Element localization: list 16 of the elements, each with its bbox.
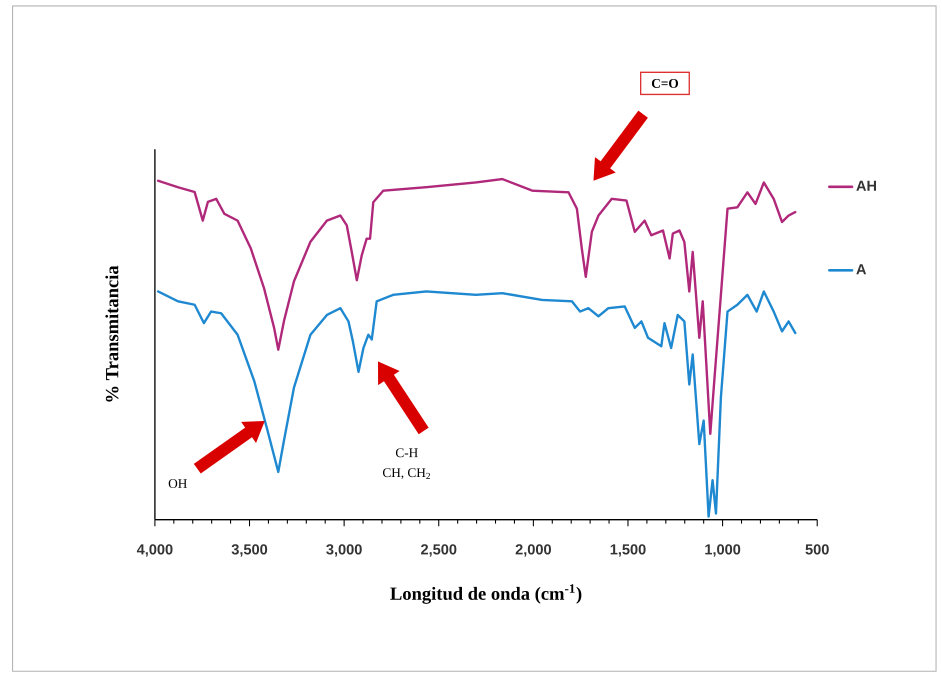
x-tick-label: 4,000 xyxy=(136,544,173,557)
x-tick-label: 2,000 xyxy=(516,544,551,557)
text: C=O xyxy=(652,78,678,88)
x-axis-title: Longitud de onda (cm$^{-1}$) xyxy=(390,584,582,604)
annotation: OH xyxy=(168,479,187,488)
x-tick-label: 3,000 xyxy=(326,544,362,557)
annotation: CH, CH$_{2}$ xyxy=(382,468,430,479)
x-tick-label: 1,000 xyxy=(705,544,740,557)
y-axis-title: % Transmitancia xyxy=(105,266,118,402)
annotation: C-H xyxy=(396,448,418,458)
x-tick-label: 3,500 xyxy=(232,544,268,557)
legend-label: A xyxy=(856,264,866,274)
legend-label: AH xyxy=(856,180,876,191)
x-tick-label: 2,500 xyxy=(421,544,456,557)
x-tick-label: 1,500 xyxy=(610,544,646,557)
x-tick-label: 500 xyxy=(806,544,829,554)
